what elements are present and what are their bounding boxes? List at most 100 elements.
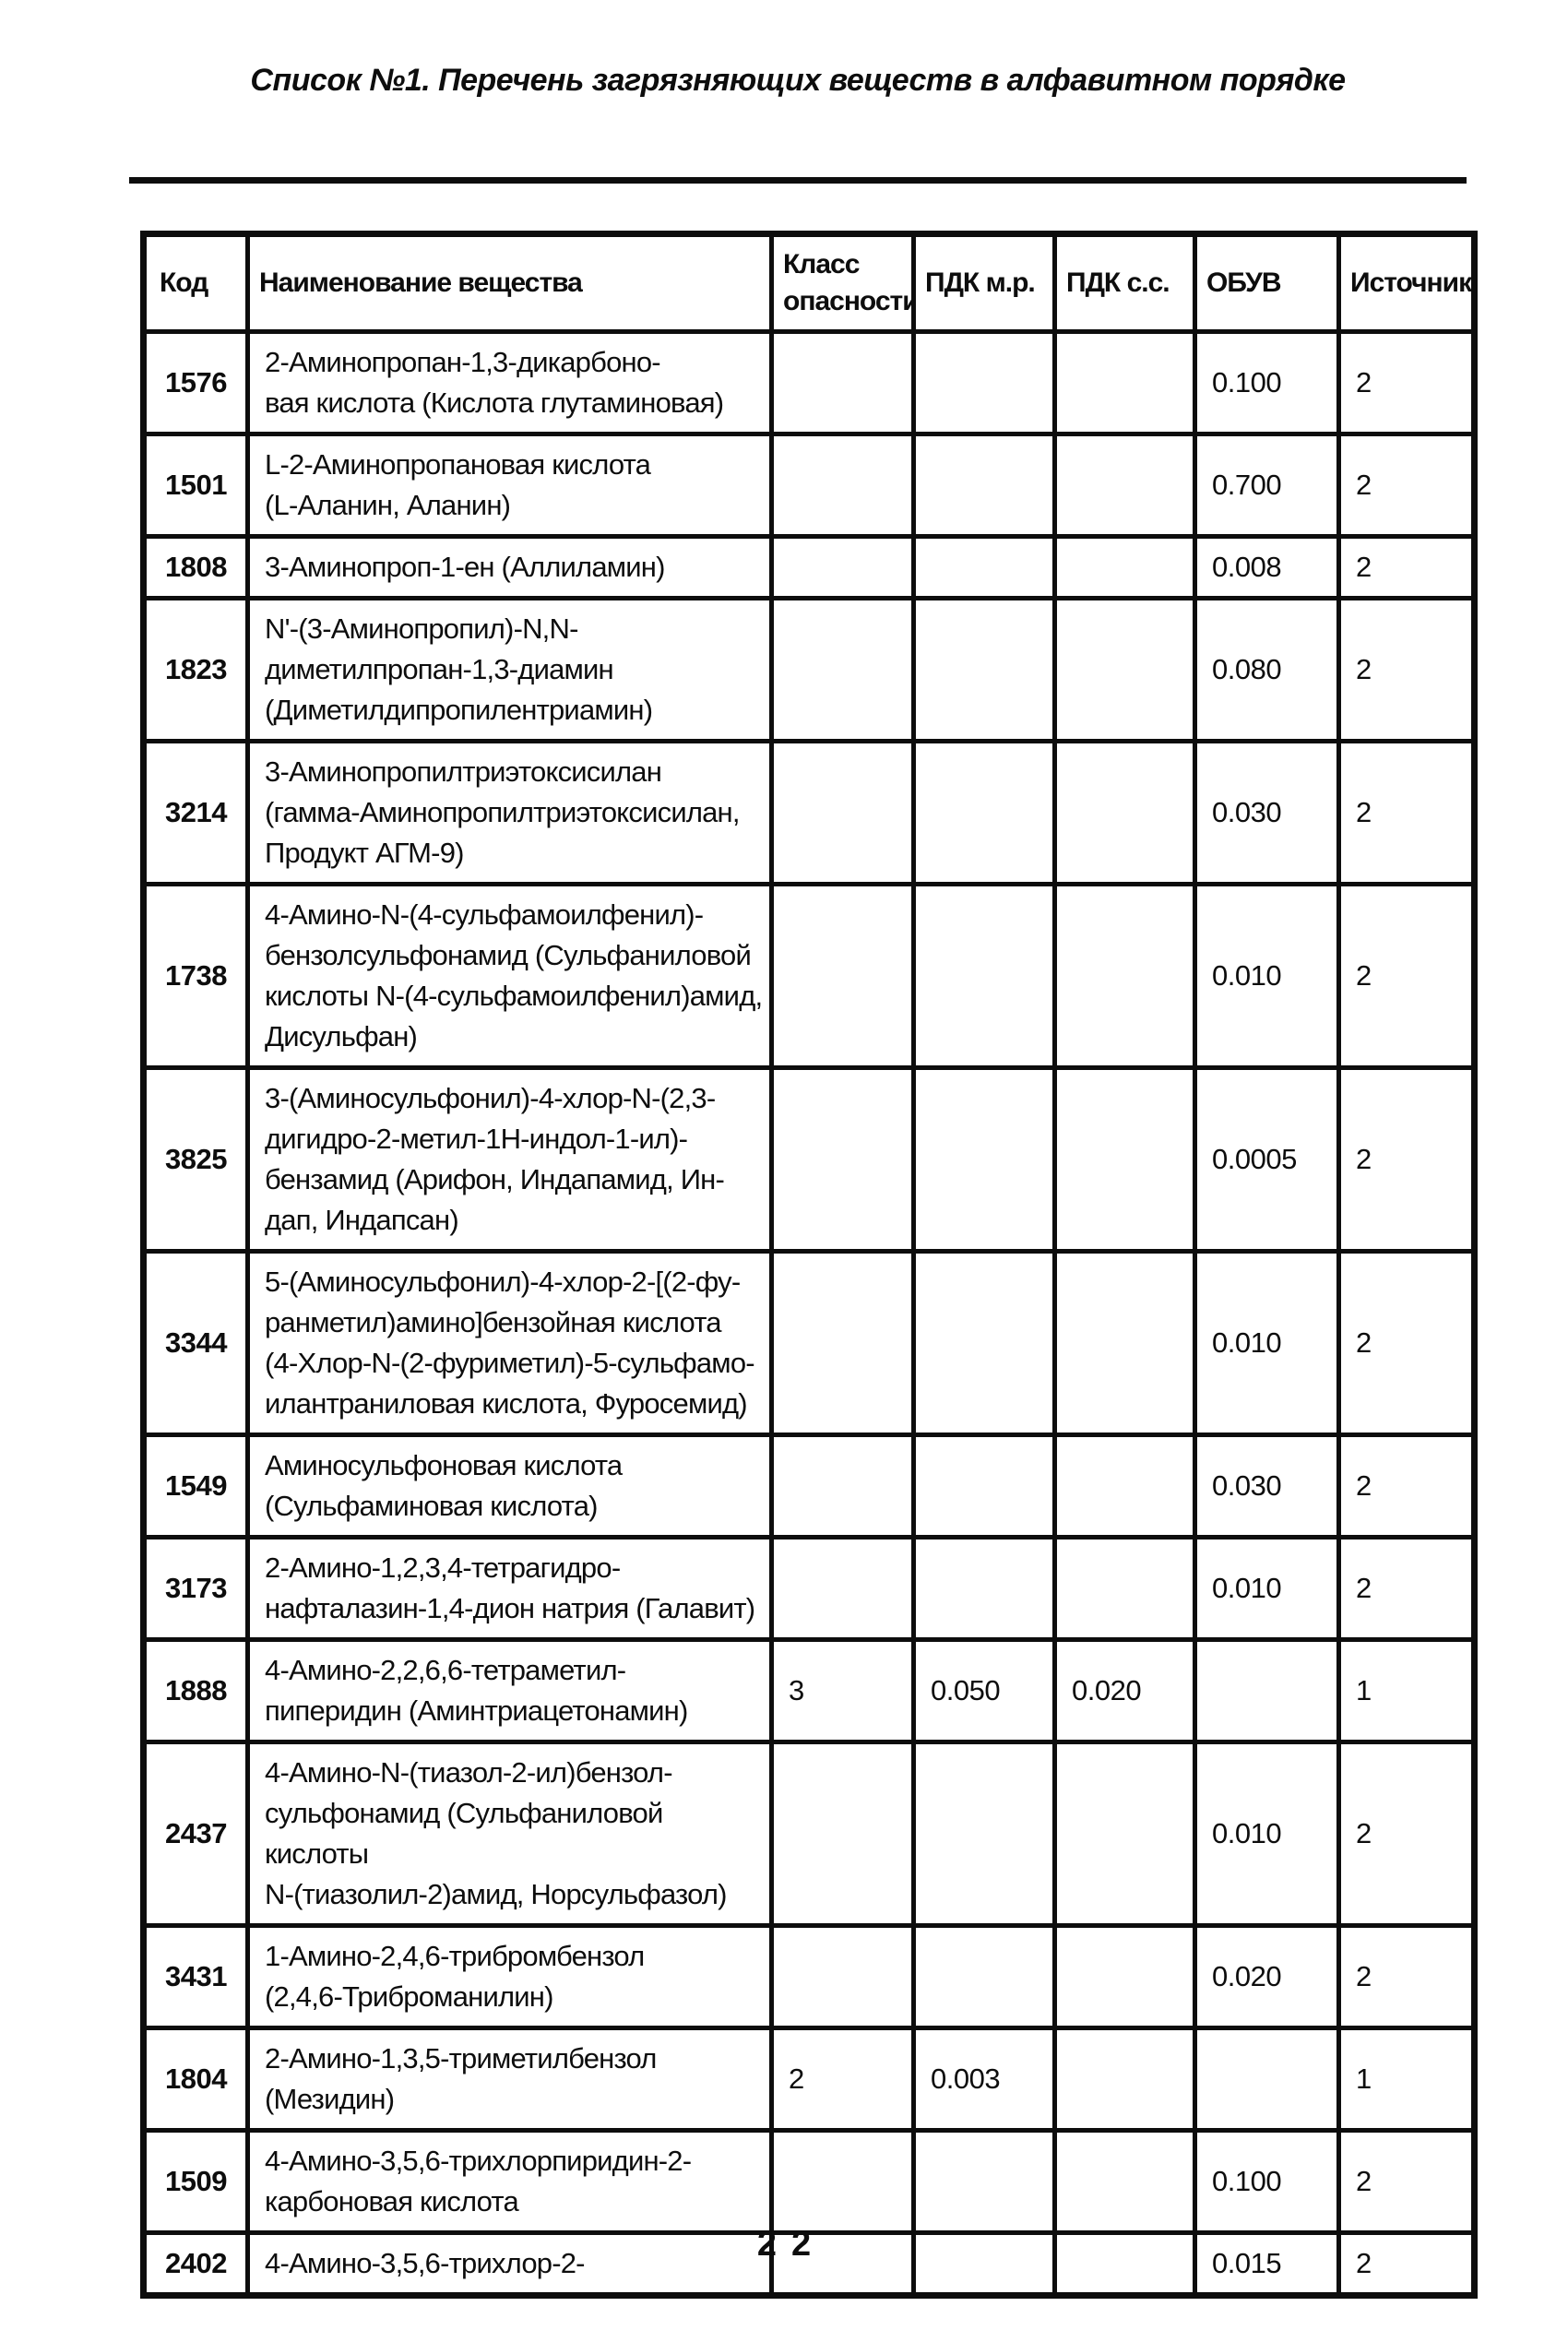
pdk-ss-cell — [1052, 1740, 1197, 1928]
pdk-ss-cell — [1052, 1535, 1197, 1642]
column-header-code: Код — [141, 232, 250, 334]
column-header-hazard-class: Класс опасности — [769, 232, 916, 334]
page-title: Список №1. Перечень загрязняющих веществ… — [250, 63, 1346, 98]
substance-table: Код Наименование вещества Класс опасност… — [140, 231, 1478, 2299]
code-cell: 1888 — [141, 1637, 250, 1744]
table-row: 3344 5-(Аминосульфонил)-4-хлор-2-[(2-фу-… — [141, 1249, 1477, 1437]
obuv-cell: 0.030 — [1193, 739, 1341, 886]
pdk-mr-cell — [911, 1249, 1057, 1437]
hazard-class-cell — [769, 596, 916, 743]
table-row: 1576 2-Аминопропан-1,3-дикарбоно- вая ки… — [141, 329, 1477, 436]
substance-name-cell: 4-Амино-2,2,6,6-тетраметил- пиперидин (А… — [245, 1637, 774, 1744]
title-divider — [129, 177, 1467, 184]
source-cell: 2 — [1336, 432, 1477, 539]
column-header-name: Наименование вещества — [245, 232, 774, 334]
pdk-mr-cell — [911, 2128, 1057, 2235]
pdk-ss-cell — [1052, 534, 1197, 600]
obuv-cell: 0.015 — [1193, 2230, 1341, 2298]
pdk-mr-cell — [911, 329, 1057, 436]
obuv-cell: 0.010 — [1193, 882, 1341, 1070]
pdk-mr-cell: 0.003 — [911, 2026, 1057, 2133]
table-row: 1808 3-Аминопроп-1-ен (Аллиламин) 0.008 … — [141, 534, 1477, 600]
header-row: Код Наименование вещества Класс опасност… — [141, 232, 1477, 334]
code-cell: 3431 — [141, 1923, 250, 2030]
code-cell: 2402 — [141, 2230, 250, 2298]
pdk-ss-cell — [1052, 1065, 1197, 1254]
obuv-cell: 0.010 — [1193, 1740, 1341, 1928]
pdk-ss-cell — [1052, 1433, 1197, 1540]
code-cell: 2437 — [141, 1740, 250, 1928]
table-row: 1804 2-Амино-1,3,5-триметилбензол (Мезид… — [141, 2026, 1477, 2133]
obuv-cell: 0.0005 — [1193, 1065, 1341, 1254]
substance-name-cell: N'-(3-Аминопропил)-N,N- диметилпропан-1,… — [245, 596, 774, 743]
pdk-mr-cell — [911, 1433, 1057, 1540]
source-cell: 1 — [1336, 2026, 1477, 2133]
hazard-class-cell — [769, 1535, 916, 1642]
table-row: 1738 4-Амино-N-(4-сульфамоилфенил)- бенз… — [141, 882, 1477, 1070]
substance-table-header: Код Наименование вещества Класс опасност… — [141, 232, 1477, 334]
pdk-ss-cell — [1052, 2026, 1197, 2133]
code-cell: 3825 — [141, 1065, 250, 1254]
obuv-cell: 0.010 — [1193, 1535, 1341, 1642]
pdk-ss-cell — [1052, 739, 1197, 886]
hazard-class-cell — [769, 1065, 916, 1254]
source-cell: 2 — [1336, 1740, 1477, 1928]
pdk-ss-cell — [1052, 596, 1197, 743]
source-cell: 2 — [1336, 1923, 1477, 2030]
substance-table-body: 1576 2-Аминопропан-1,3-дикарбоно- вая ки… — [141, 329, 1477, 2298]
source-cell: 2 — [1336, 1065, 1477, 1254]
substance-name-cell: 2-Амино-1,2,3,4-тетрагидро- нафталазин-1… — [245, 1535, 774, 1642]
substance-name-cell: Аминосульфоновая кислота (Сульфаминовая … — [245, 1433, 774, 1540]
table-row: 3431 1-Амино-2,4,6-трибромбензол (2,4,6-… — [141, 1923, 1477, 2030]
column-header-obuv: ОБУВ — [1193, 232, 1341, 334]
substance-name-cell: 1-Амино-2,4,6-трибромбензол (2,4,6-Трибр… — [245, 1923, 774, 2030]
hazard-class-cell — [769, 1249, 916, 1437]
code-cell: 1501 — [141, 432, 250, 539]
pdk-mr-cell — [911, 1535, 1057, 1642]
source-cell: 2 — [1336, 596, 1477, 743]
substance-name-cell: 2-Аминопропан-1,3-дикарбоно- вая кислота… — [245, 329, 774, 436]
hazard-class-cell — [769, 1433, 916, 1540]
obuv-cell: 0.008 — [1193, 534, 1341, 600]
substance-name-cell: 3-Аминопроп-1-ен (Аллиламин) — [245, 534, 774, 600]
hazard-class-cell: 3 — [769, 1637, 916, 1744]
table-row: 3214 3-Аминопропилтриэтоксисилан (гамма-… — [141, 739, 1477, 886]
table-row: 1888 4-Амино-2,2,6,6-тетраметил- пиперид… — [141, 1637, 1477, 1744]
hazard-class-cell — [769, 1740, 916, 1928]
pdk-mr-cell — [911, 1740, 1057, 1928]
substance-name-cell: 4-Амино-3,5,6-трихлор-2- — [245, 2230, 774, 2298]
obuv-cell: 0.080 — [1193, 596, 1341, 743]
pdk-mr-cell — [911, 1065, 1057, 1254]
pdk-ss-cell — [1052, 2128, 1197, 2235]
hazard-class-cell — [769, 1923, 916, 2030]
code-cell: 1823 — [141, 596, 250, 743]
substance-name-cell: 3-Аминопропилтриэтоксисилан (гамма-Амино… — [245, 739, 774, 886]
source-cell: 2 — [1336, 739, 1477, 886]
table-row: 1549 Аминосульфоновая кислота (Сульфамин… — [141, 1433, 1477, 1540]
table-row: 1823 N'-(3-Аминопропил)-N,N- диметилпроп… — [141, 596, 1477, 743]
source-cell: 2 — [1336, 882, 1477, 1070]
table-row: 1501 L-2-Аминопропановая кислота (L-Алан… — [141, 432, 1477, 539]
pdk-ss-cell — [1052, 1249, 1197, 1437]
table-row: 1509 4-Амино-3,5,6-трихлорпиридин-2- кар… — [141, 2128, 1477, 2235]
code-cell: 1808 — [141, 534, 250, 600]
substance-name-cell: L-2-Аминопропановая кислота (L-Аланин, А… — [245, 432, 774, 539]
obuv-cell — [1193, 1637, 1341, 1744]
hazard-class-cell — [769, 329, 916, 436]
hazard-class-cell — [769, 2128, 916, 2235]
hazard-class-cell — [769, 882, 916, 1070]
obuv-cell: 0.020 — [1193, 1923, 1341, 2030]
hazard-class-cell — [769, 534, 916, 600]
obuv-cell: 0.100 — [1193, 2128, 1341, 2235]
substance-name-cell: 4-Амино-N-(тиазол-2-ил)бензол- сульфонам… — [245, 1740, 774, 1928]
code-cell: 3214 — [141, 739, 250, 886]
source-cell: 2 — [1336, 1535, 1477, 1642]
pdk-ss-cell — [1052, 1923, 1197, 2030]
code-cell: 1509 — [141, 2128, 250, 2235]
code-cell: 1804 — [141, 2026, 250, 2133]
pdk-mr-cell — [911, 432, 1057, 539]
code-cell: 1576 — [141, 329, 250, 436]
source-cell: 1 — [1336, 1637, 1477, 1744]
table-row: 2402 4-Амино-3,5,6-трихлор-2- 0.015 2 — [141, 2230, 1477, 2298]
